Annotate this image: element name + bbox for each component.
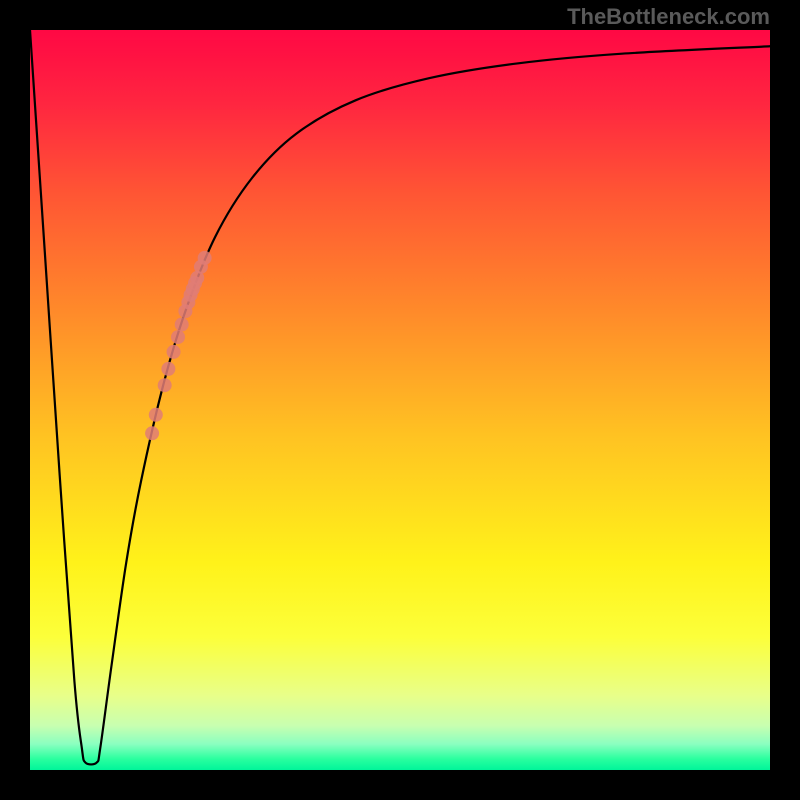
watermark-text: TheBottleneck.com xyxy=(567,4,770,30)
chart-container: TheBottleneck.com xyxy=(0,0,800,800)
data-marker xyxy=(145,426,159,440)
plot-background xyxy=(30,30,770,770)
data-marker xyxy=(198,251,212,265)
data-marker xyxy=(161,362,175,376)
data-marker xyxy=(149,408,163,422)
data-marker xyxy=(167,345,181,359)
plot-svg xyxy=(30,30,770,770)
data-marker xyxy=(175,318,189,332)
data-marker xyxy=(171,330,185,344)
data-marker xyxy=(158,378,172,392)
